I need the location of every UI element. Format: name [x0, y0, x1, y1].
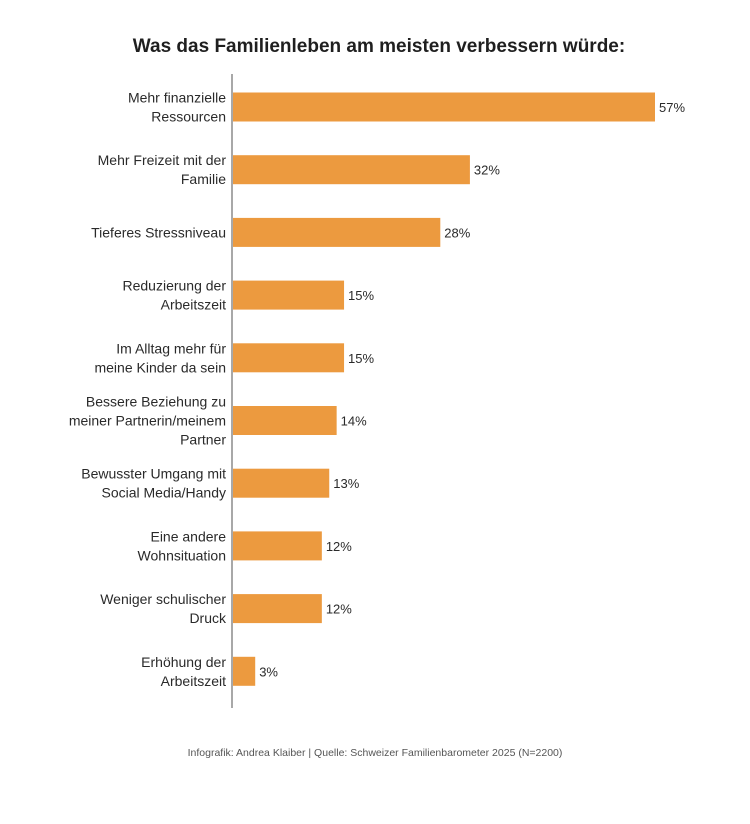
bar [233, 531, 322, 561]
category-label-line: Tieferes Stressniveau [91, 224, 226, 240]
category-label: Eine andere Wohnsituation [138, 528, 227, 563]
value-label: 12% [326, 539, 352, 554]
category-label-line: meiner Partnerin/meinem [69, 413, 226, 429]
category-label: Reduzierung der Arbeitszeit [122, 278, 226, 313]
bar [233, 594, 322, 624]
category-label-line: Bewusster Umgang mit [81, 466, 226, 482]
category-label: Tieferes Stressniveau [91, 224, 226, 240]
value-label: 14% [341, 414, 367, 429]
category-label: Bessere Beziehung zu meiner Partnerin/mei… [69, 394, 226, 448]
bar [233, 217, 441, 247]
bar [233, 280, 345, 310]
category-label-line: meine Kinder da sein [94, 359, 226, 375]
category-label-line: Partner [180, 432, 226, 448]
bar [233, 468, 330, 498]
category-label-line: Mehr finanzielle [128, 90, 226, 106]
category-label-line: Social Media/Handy [101, 485, 226, 501]
category-label: Weniger schulischer Druck [100, 591, 227, 626]
category-label-line: Familie [181, 171, 226, 187]
value-label: 28% [444, 225, 470, 240]
bar [233, 343, 345, 373]
value-label: 13% [333, 476, 359, 491]
category-label-line: Druck [189, 610, 227, 626]
source-footer: Infografik: Andrea Klaiber | Quelle: Sch… [187, 747, 563, 759]
category-label-line: Weniger schulischer [100, 591, 226, 607]
category-label: Im Alltag mehr für meine Kinder da sein [94, 340, 226, 375]
bar [233, 92, 655, 122]
category-label: Mehr finanzielle Ressourcen [128, 90, 226, 125]
category-label-line: Mehr Freizeit mit der [98, 152, 227, 168]
category-label: Erhöhung der Arbeitszeit [141, 654, 226, 689]
category-label-line: Arbeitszeit [161, 297, 226, 313]
bars-group [233, 92, 655, 686]
bar [233, 656, 256, 686]
category-label: Bewusster Umgang mit Social Media/Handy [81, 466, 226, 501]
chart-title: Was das Familienleben am meisten verbess… [132, 36, 626, 57]
value-label: 12% [326, 602, 352, 617]
category-label-line: Reduzierung der [122, 278, 226, 294]
category-label-line: Wohnsituation [138, 547, 226, 563]
category-labels-group: Mehr finanzielle Ressourcen Mehr Freizeit … [69, 90, 227, 689]
value-label: 57% [659, 100, 685, 115]
category-label-line: Bessere Beziehung zu [86, 394, 226, 410]
value-label: 15% [348, 288, 374, 303]
bar [233, 406, 337, 435]
value-label: 15% [348, 351, 374, 366]
bar [233, 155, 470, 185]
category-label-line: Arbeitszeit [161, 673, 226, 689]
value-label: 3% [259, 664, 278, 679]
category-label-line: Erhöhung der [141, 654, 226, 670]
category-label-line: Eine andere [150, 528, 226, 544]
value-label: 32% [474, 163, 500, 178]
category-label-line: Ressourcen [151, 109, 226, 125]
category-label-line: Im Alltag mehr für [116, 340, 226, 356]
category-label: Mehr Freizeit mit der Familie [98, 152, 227, 187]
value-labels-group: 57% 32% 28% 15% 15% 14% 13% 12% 12% 3% [259, 100, 685, 679]
